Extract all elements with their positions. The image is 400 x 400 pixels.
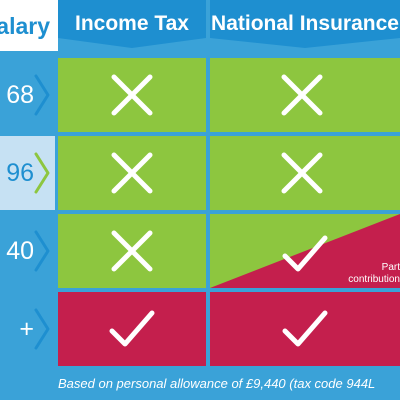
footer-note: Based on personal allowance of £9,440 (t… — [0, 366, 400, 400]
income-tax-row-1 — [58, 58, 206, 132]
chevron-right-icon — [34, 230, 50, 272]
income-tax-row-3 — [58, 214, 206, 288]
cross-icon — [111, 74, 153, 116]
salary-row-1: 68 — [0, 58, 55, 132]
income-tax-header-banner — [58, 0, 206, 48]
footer-note-text: Based on personal allowance of £9,440 (t… — [58, 376, 376, 391]
income-tax-row-4 — [58, 292, 206, 366]
salary-column-header: alary — [0, 0, 58, 51]
partial-note-line-2: contribution — [348, 274, 400, 285]
chevron-right-icon — [34, 152, 50, 194]
cross-icon — [111, 230, 153, 272]
national-insurance-header-label: National Insurance — [211, 12, 399, 35]
salary-row-3-value: 40 — [6, 236, 34, 265]
salary-header-label: alary — [0, 13, 50, 39]
income-tax-row-2 — [58, 136, 206, 210]
cross-icon — [111, 152, 153, 194]
tick-icon — [109, 310, 155, 347]
income-tax-header-label: Income Tax — [75, 12, 189, 35]
national-insurance-row-1 — [210, 58, 400, 132]
partial-split-background — [210, 214, 400, 288]
national-insurance-column-header: National Insurance — [210, 0, 400, 51]
national-insurance-header-banner — [210, 0, 400, 48]
national-insurance-row-4 — [210, 292, 400, 366]
salary-row-3: 40 — [0, 214, 55, 288]
chevron-right-icon — [34, 74, 50, 116]
salary-row-2: 96 — [0, 136, 55, 210]
income-tax-column-header: Income Tax — [58, 0, 206, 51]
national-insurance-row-2 — [210, 136, 400, 210]
partial-note-line-1: Part — [381, 262, 400, 273]
salary-row-4-value: + — [19, 314, 34, 343]
tick-icon — [282, 310, 328, 347]
cross-icon — [281, 74, 323, 116]
tick-icon — [282, 235, 328, 272]
salary-row-4: + — [0, 292, 55, 366]
chevron-right-icon — [34, 308, 50, 350]
national-insurance-row-3: Part contribution — [210, 214, 400, 288]
cross-icon — [281, 152, 323, 194]
salary-row-1-value: 68 — [6, 80, 34, 109]
salary-row-2-value: 96 — [6, 158, 34, 187]
